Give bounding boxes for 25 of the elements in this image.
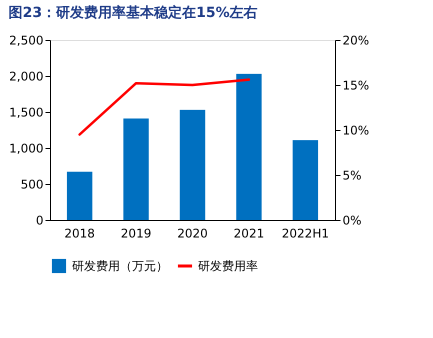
y2-tick-label: 10% [342,124,370,138]
legend-label: 研发费用率 [198,259,258,273]
y-tick-label: 500 [20,178,44,192]
legend-label: 研发费用（万元） [72,259,168,273]
x-tick-label: 2020 [177,226,208,240]
x-tick-label: 2021 [234,226,264,240]
y2-tick-label: 5% [342,168,362,182]
x-tick-label: 2019 [120,226,152,240]
y2-tick-label: 15% [342,78,370,92]
y-tick-label: 1,500 [9,106,44,120]
chart-title: 图23：研发费用率基本稳定在15%左右 [8,4,258,21]
y2-tick-label: 0% [342,214,362,228]
y-tick-label: 2,000 [9,70,44,84]
bar [123,118,149,220]
line-series [78,78,250,136]
x-tick-label: 2022H1 [282,226,329,240]
y-tick-label: 2,500 [9,34,44,48]
y-tick-label: 1,000 [9,142,44,156]
bar [180,110,206,220]
y-tick-label: 0 [36,214,44,228]
y2-tick-label: 20% [342,34,370,48]
x-tick-label: 2018 [64,226,95,240]
bar [236,74,262,220]
bar [66,172,92,220]
bar [292,140,318,220]
